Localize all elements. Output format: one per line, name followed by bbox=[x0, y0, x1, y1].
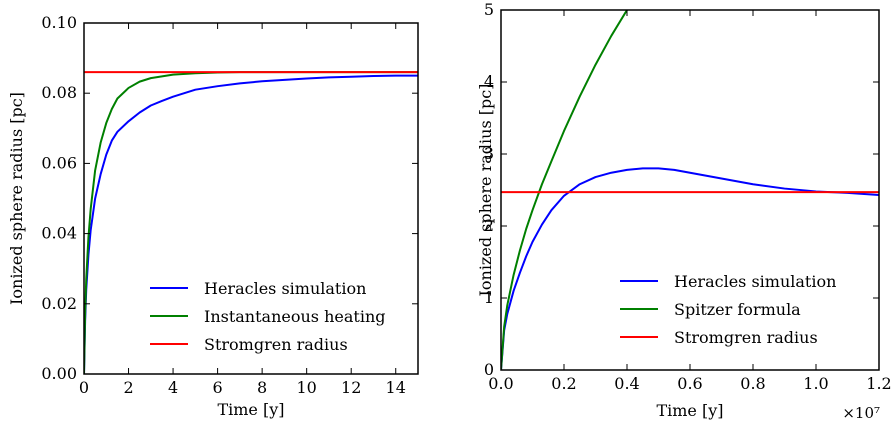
left-x-tick-label: 14 bbox=[386, 378, 406, 397]
left-y-tick-label: 0.02 bbox=[41, 294, 77, 313]
right-y-tick-label: 3 bbox=[484, 144, 494, 163]
right-legend-label-heracles: Heracles simulation bbox=[674, 272, 836, 291]
left-y-tick-label: 0.06 bbox=[41, 153, 77, 172]
left-chart-frame bbox=[83, 22, 419, 375]
right-y-axis-label: Ionized sphere radius [pc] bbox=[476, 84, 495, 297]
right-y-tick-label: 0 bbox=[484, 360, 494, 379]
left-x-tick-label: 0 bbox=[79, 378, 89, 397]
left-x-tick-label: 6 bbox=[213, 378, 223, 397]
right-x-tick-label: 0.4 bbox=[614, 374, 639, 393]
left-x-tick-label: 10 bbox=[296, 378, 316, 397]
left-legend-label-heracles: Heracles simulation bbox=[204, 279, 366, 298]
right-y-tick-label: 1 bbox=[484, 288, 494, 307]
left-chart-panel: 0 2 4 6 8 10 12 14 0.00 0.02 0.04 0.06 0.08 0.10 Time… bbox=[7, 13, 419, 419]
left-y-tick-label: 0.04 bbox=[41, 224, 77, 243]
left-legend-label-instantaneous: Instantaneous heating bbox=[204, 307, 386, 326]
left-x-tick-label: 2 bbox=[123, 378, 133, 397]
right-x-tick-label: 0.0 bbox=[488, 374, 513, 393]
right-x-tick-label: 0.2 bbox=[551, 374, 576, 393]
right-x-tick-label: 0.8 bbox=[740, 374, 765, 393]
right-x-offset-label: ×10⁷ bbox=[842, 404, 880, 422]
left-x-axis-label: Time [y] bbox=[217, 400, 284, 419]
right-legend-label-spitzer: Spitzer formula bbox=[674, 300, 801, 319]
right-x-axis-label: Time [y] bbox=[656, 401, 723, 420]
right-y-tick-label: 2 bbox=[484, 216, 494, 235]
right-chart-lines bbox=[501, 10, 879, 370]
right-y-tick-label: 5 bbox=[484, 0, 494, 19]
left-series-line-heracles bbox=[84, 74, 418, 374]
right-series-line-heracles bbox=[501, 167, 879, 370]
left-y-tick-label: 0.08 bbox=[41, 83, 77, 102]
right-series-line-spitzer bbox=[501, 10, 628, 370]
right-x-tick-label: 1.2 bbox=[866, 374, 891, 393]
left-chart-ticks: 0 2 4 6 8 10 12 14 0.00 0.02 0.04 0.06 0.08 0.10 bbox=[41, 13, 418, 397]
left-y-axis-label: Ionized sphere radius [pc] bbox=[7, 92, 26, 305]
right-chart-ticks: 0.0 0.2 0.4 0.6 0.8 1.0 1.2 0 1 2 3 4 5 bbox=[484, 0, 892, 393]
left-x-tick-label: 8 bbox=[257, 378, 267, 397]
left-legend-label-stromgren: Stromgren radius bbox=[204, 335, 348, 354]
right-x-tick-label: 1.0 bbox=[803, 374, 828, 393]
left-x-tick-label: 4 bbox=[168, 378, 178, 397]
left-chart-legend: Heracles simulation Instantaneous heatin… bbox=[150, 279, 386, 354]
right-x-tick-label: 0.6 bbox=[677, 374, 702, 393]
left-x-tick-label: 12 bbox=[341, 378, 361, 397]
right-chart-panel: 0.0 0.2 0.4 0.6 0.8 1.0 1.2 0 1 2 3 4 5 Time [y] Ion… bbox=[476, 0, 892, 422]
right-chart-legend: Heracles simulation Spitzer formula Stro… bbox=[620, 272, 836, 347]
left-chart-lines bbox=[84, 71, 418, 374]
left-y-tick-label: 0.00 bbox=[41, 364, 77, 383]
left-y-tick-label: 0.10 bbox=[41, 13, 77, 32]
right-legend-label-stromgren: Stromgren radius bbox=[674, 328, 818, 347]
right-y-tick-label: 4 bbox=[484, 72, 494, 91]
